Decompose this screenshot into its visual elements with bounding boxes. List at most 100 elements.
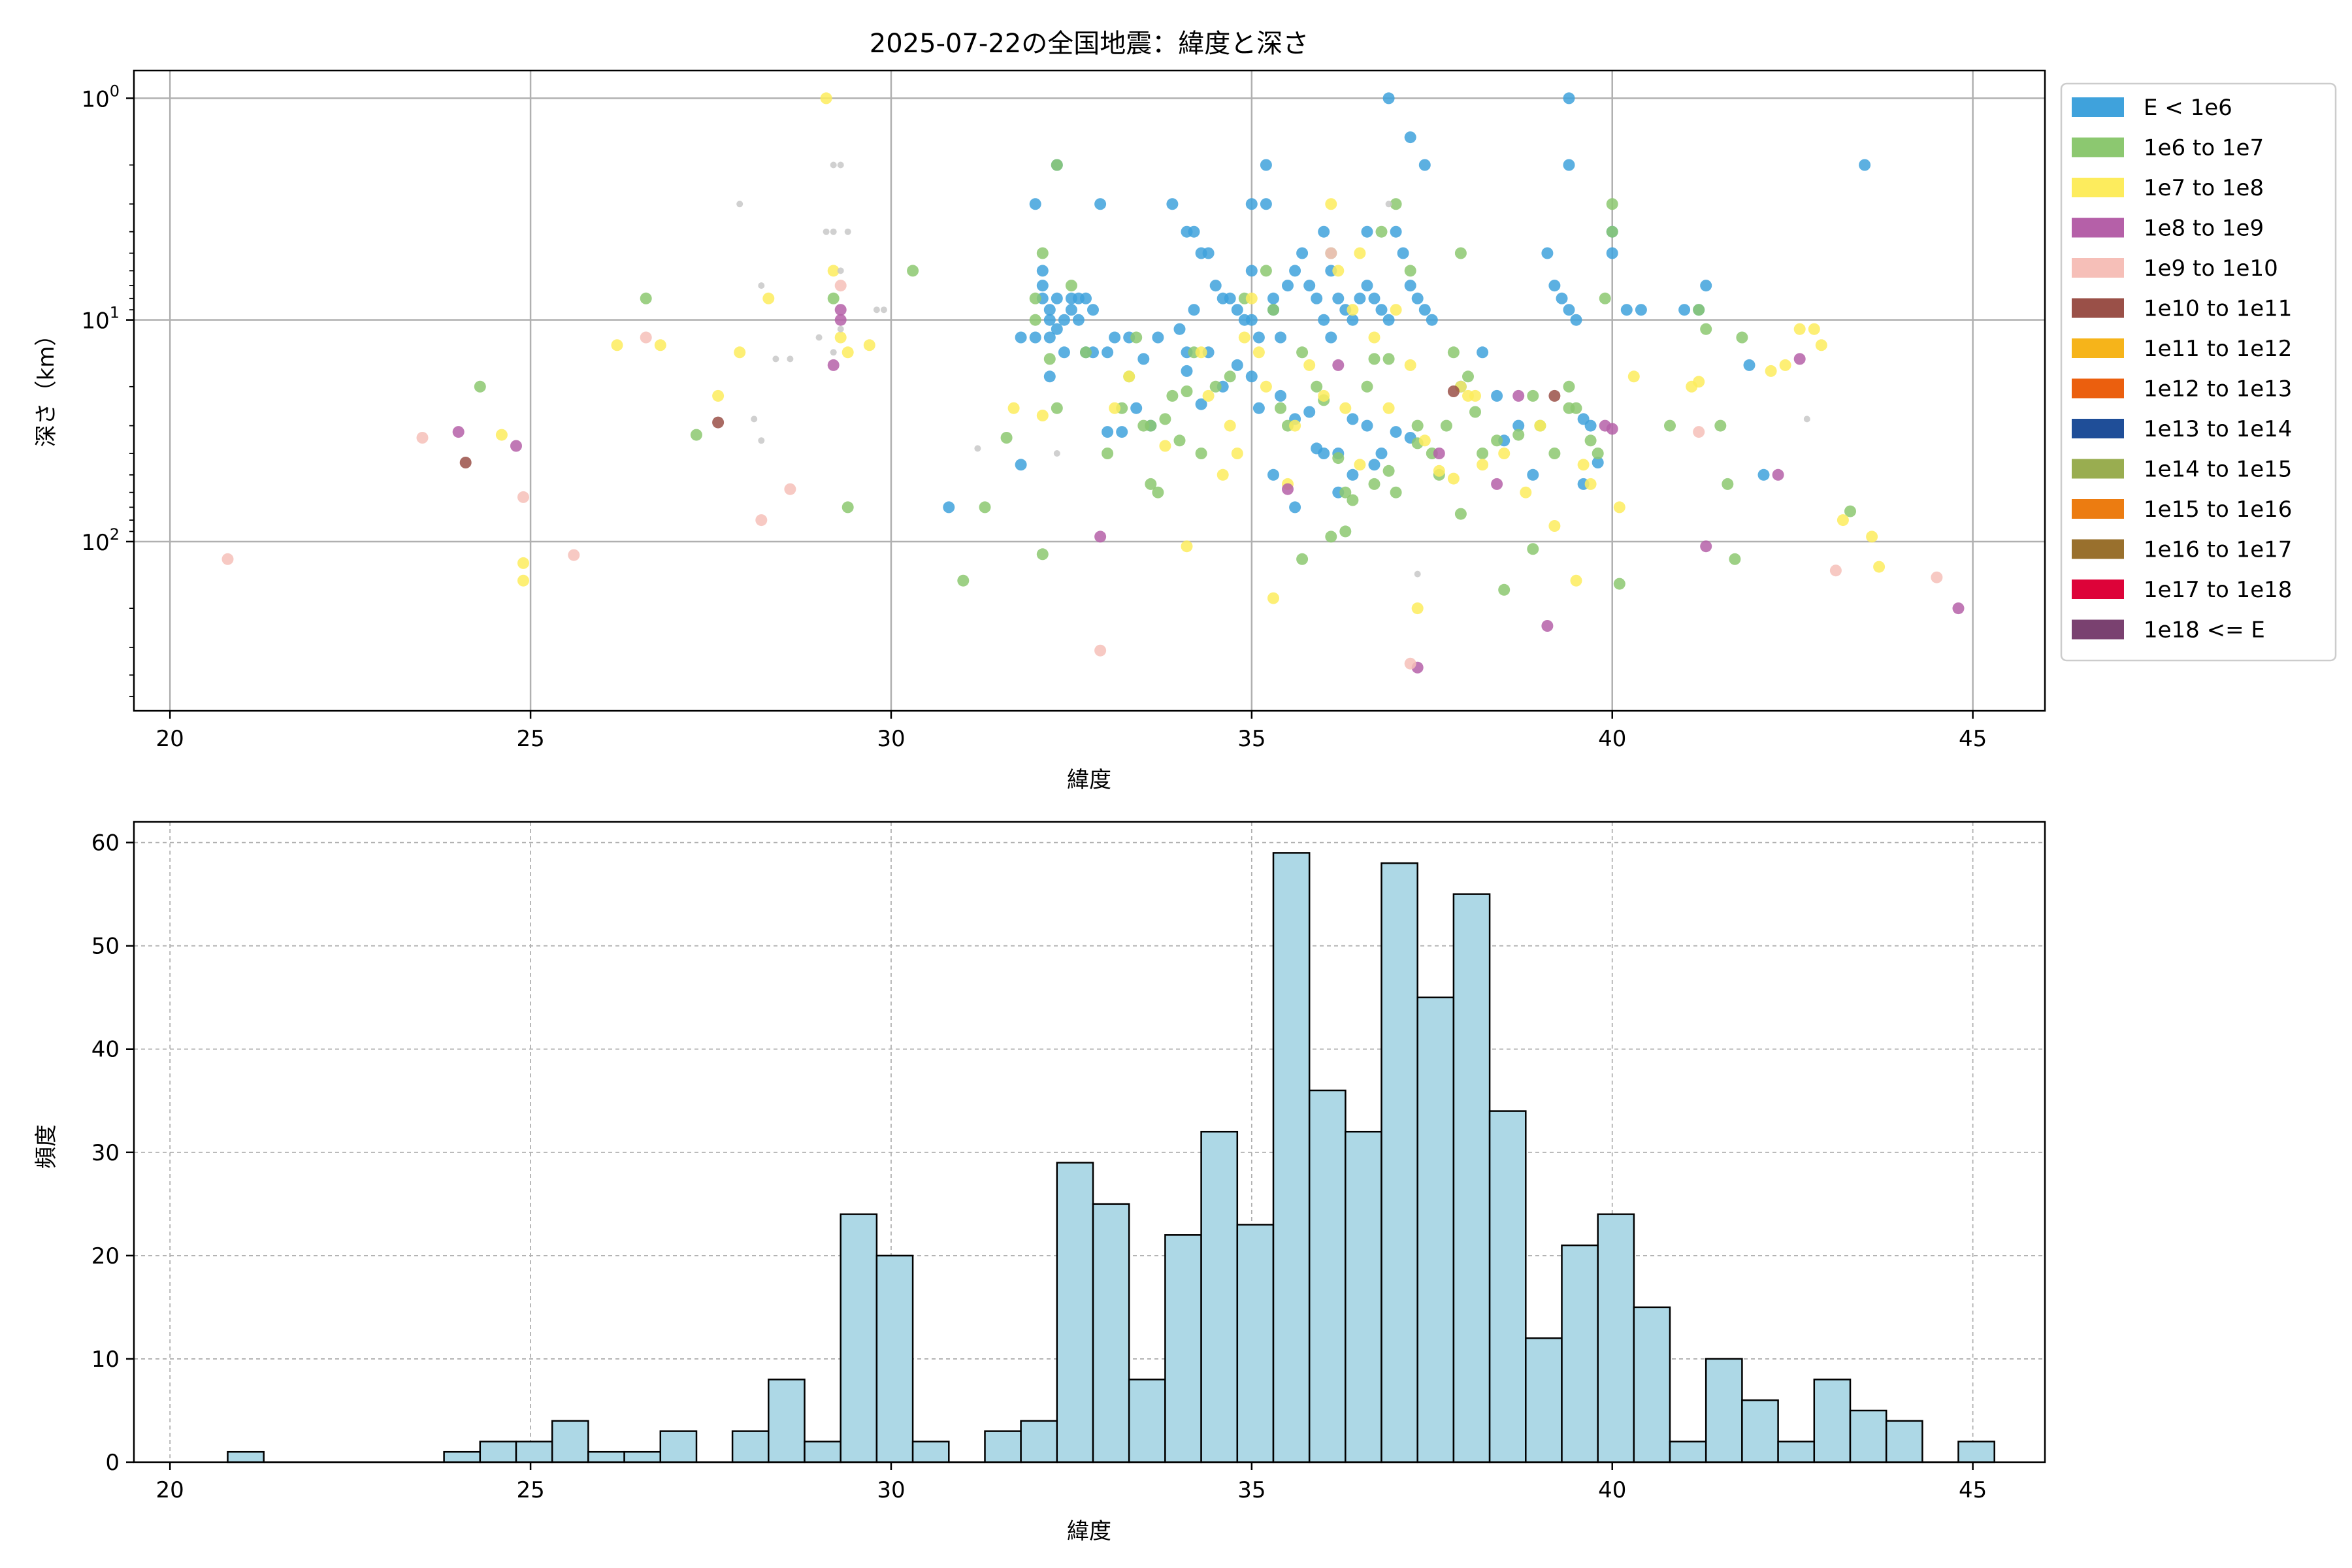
scatter-point <box>1866 531 1878 543</box>
scatter-point <box>1418 434 1431 447</box>
scatter-point <box>1260 159 1272 171</box>
scatter-axes-frame <box>133 69 2046 712</box>
legend-swatch <box>2072 539 2124 559</box>
scatter-point <box>1592 457 1604 468</box>
scatter-point <box>1440 419 1452 432</box>
histogram-bar <box>1813 1379 1852 1463</box>
scatter-point <box>1245 265 1258 277</box>
scatter-point <box>1318 448 1330 459</box>
scatter-point <box>1404 265 1416 277</box>
histogram-x-tick-label: 35 <box>1237 1477 1266 1503</box>
scatter-point <box>1469 406 1481 418</box>
scatter-point <box>837 325 844 333</box>
scatter-point <box>1584 419 1597 432</box>
scatter-point <box>755 514 768 527</box>
scatter-point <box>1036 280 1049 292</box>
scatter-point <box>640 331 652 344</box>
scatter-point <box>834 304 847 316</box>
scatter-point <box>1729 553 1741 565</box>
scatter-point <box>1209 380 1222 393</box>
scatter-point <box>1433 448 1445 459</box>
scatter-point <box>841 346 854 359</box>
scatter-point <box>1043 331 1056 344</box>
scatter-point <box>1339 402 1352 414</box>
histogram-bar <box>1236 1224 1275 1463</box>
scatter-point <box>1325 531 1337 543</box>
figure-title: 2025-07-22の全国地震：緯度と深さ <box>870 29 1309 59</box>
legend-label: 1e17 to 1e18 <box>2144 577 2292 603</box>
scatter-point <box>784 483 796 495</box>
scatter-point <box>1332 265 1345 277</box>
scatter-point <box>1512 419 1525 432</box>
scatter-point <box>1303 359 1316 371</box>
histogram-bar <box>1488 1110 1527 1463</box>
scatter-point <box>1152 331 1164 344</box>
scatter-point <box>1447 472 1460 485</box>
scatter-point <box>751 416 758 423</box>
histogram-bar <box>623 1450 662 1463</box>
histogram-x-tick-label: 40 <box>1598 1477 1626 1503</box>
scatter-point <box>1029 198 1041 210</box>
scatter-point <box>1700 540 1712 553</box>
scatter-point <box>1231 359 1243 371</box>
scatter-point <box>1202 389 1215 402</box>
scatter-point <box>1382 314 1395 326</box>
histogram-y-tick-label: 20 <box>91 1243 120 1269</box>
scatter-point <box>979 501 991 514</box>
scatter-x-tick-label: 20 <box>156 726 184 752</box>
histogram-bar <box>1272 852 1311 1463</box>
scatter-point <box>1296 346 1309 359</box>
histogram-x-tick-label: 30 <box>877 1477 905 1503</box>
scatter-point <box>1385 201 1392 208</box>
scatter-point <box>1181 385 1193 397</box>
scatter-point <box>510 440 522 452</box>
legend-swatch <box>2072 459 2124 479</box>
legend: E < 1e6 1e6 to 1e7 1e7 to 1e8 1e8 to 1e9 1e9… <box>2060 82 2337 662</box>
scatter-point <box>1368 353 1380 365</box>
scatter-point <box>830 228 837 235</box>
scatter-point <box>1130 331 1143 344</box>
scatter-point <box>1577 459 1590 471</box>
legend-label: 1e6 to 1e7 <box>2144 135 2264 161</box>
scatter-point <box>1036 247 1049 259</box>
histogram-bar <box>1128 1379 1166 1463</box>
scatter-point <box>1267 292 1279 304</box>
histogram-y-tick-label: 50 <box>91 934 120 960</box>
histogram-bar <box>1849 1409 1887 1463</box>
scatter-point <box>1080 292 1092 304</box>
histogram-bar <box>551 1420 589 1463</box>
scatter-point <box>1354 292 1366 304</box>
scatter-point <box>1043 370 1056 383</box>
legend-label: 1e12 to 1e13 <box>2144 376 2292 402</box>
histogram-x-tick-label: 20 <box>156 1477 184 1503</box>
scatter-point <box>1332 292 1345 304</box>
legend-label: 1e8 to 1e9 <box>2144 216 2264 242</box>
scatter-point <box>1347 304 1359 316</box>
scatter-point <box>1296 247 1309 259</box>
scatter-point <box>1094 531 1107 543</box>
scatter-point <box>1051 292 1063 304</box>
scatter-point <box>1311 292 1323 304</box>
scatter-point <box>1303 406 1316 418</box>
scatter-point <box>1570 314 1582 326</box>
scatter-point <box>1447 385 1460 397</box>
scatter-point <box>712 416 725 429</box>
histogram-bar <box>1380 862 1418 1463</box>
scatter-point <box>221 553 234 565</box>
scatter-point <box>1390 486 1402 498</box>
scatter-point <box>654 339 666 351</box>
scatter-point <box>1952 602 1965 615</box>
scatter-point <box>1347 468 1359 481</box>
scatter-point <box>1390 426 1402 438</box>
scatter-point <box>1267 468 1279 481</box>
scatter-point <box>1036 410 1049 421</box>
scatter-point <box>734 346 746 359</box>
scatter-point <box>1361 419 1373 432</box>
histogram-bar <box>1092 1203 1130 1463</box>
scatter-point <box>1411 602 1424 615</box>
histogram-bar <box>1164 1234 1202 1463</box>
scatter-point <box>1347 413 1359 425</box>
scatter-point <box>1541 247 1554 259</box>
scatter-point <box>1361 225 1373 238</box>
